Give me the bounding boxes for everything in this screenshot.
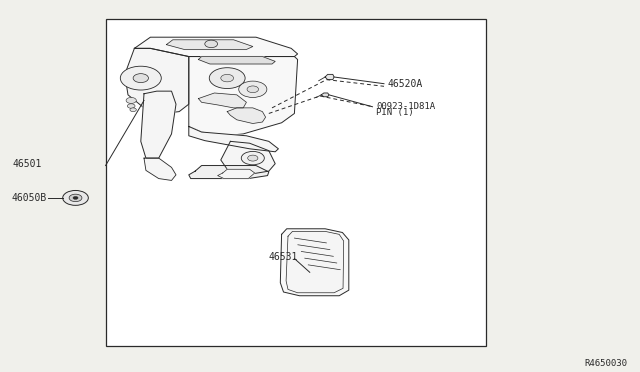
- Polygon shape: [221, 141, 275, 175]
- Polygon shape: [325, 74, 334, 80]
- Text: PIN (1): PIN (1): [376, 108, 414, 117]
- Circle shape: [120, 66, 161, 90]
- Polygon shape: [321, 93, 329, 97]
- Polygon shape: [280, 229, 349, 296]
- Polygon shape: [141, 91, 176, 158]
- Circle shape: [248, 155, 258, 161]
- Polygon shape: [198, 57, 275, 64]
- Polygon shape: [189, 57, 298, 136]
- Circle shape: [127, 104, 135, 108]
- Polygon shape: [198, 93, 246, 108]
- Polygon shape: [286, 231, 344, 293]
- Circle shape: [247, 86, 259, 93]
- Polygon shape: [166, 40, 253, 49]
- Polygon shape: [227, 108, 266, 124]
- Polygon shape: [144, 158, 176, 180]
- Text: R4650030: R4650030: [584, 359, 627, 368]
- Circle shape: [130, 108, 136, 112]
- Text: 46501: 46501: [13, 160, 42, 169]
- Text: 46531: 46531: [269, 252, 298, 262]
- Circle shape: [241, 151, 264, 165]
- Polygon shape: [189, 166, 269, 179]
- Text: 00923-1D81A: 00923-1D81A: [376, 102, 435, 111]
- Circle shape: [73, 196, 78, 199]
- Circle shape: [126, 97, 136, 103]
- Circle shape: [69, 194, 82, 202]
- FancyBboxPatch shape: [106, 19, 486, 346]
- Circle shape: [205, 40, 218, 48]
- Circle shape: [133, 74, 148, 83]
- Text: 46520A: 46520A: [387, 79, 422, 89]
- Polygon shape: [125, 48, 189, 113]
- Circle shape: [209, 68, 245, 89]
- Circle shape: [63, 190, 88, 205]
- Polygon shape: [134, 37, 298, 57]
- Polygon shape: [189, 126, 278, 152]
- Polygon shape: [218, 169, 255, 179]
- Text: 46050B: 46050B: [12, 193, 47, 203]
- Circle shape: [239, 81, 267, 97]
- Circle shape: [221, 74, 234, 82]
